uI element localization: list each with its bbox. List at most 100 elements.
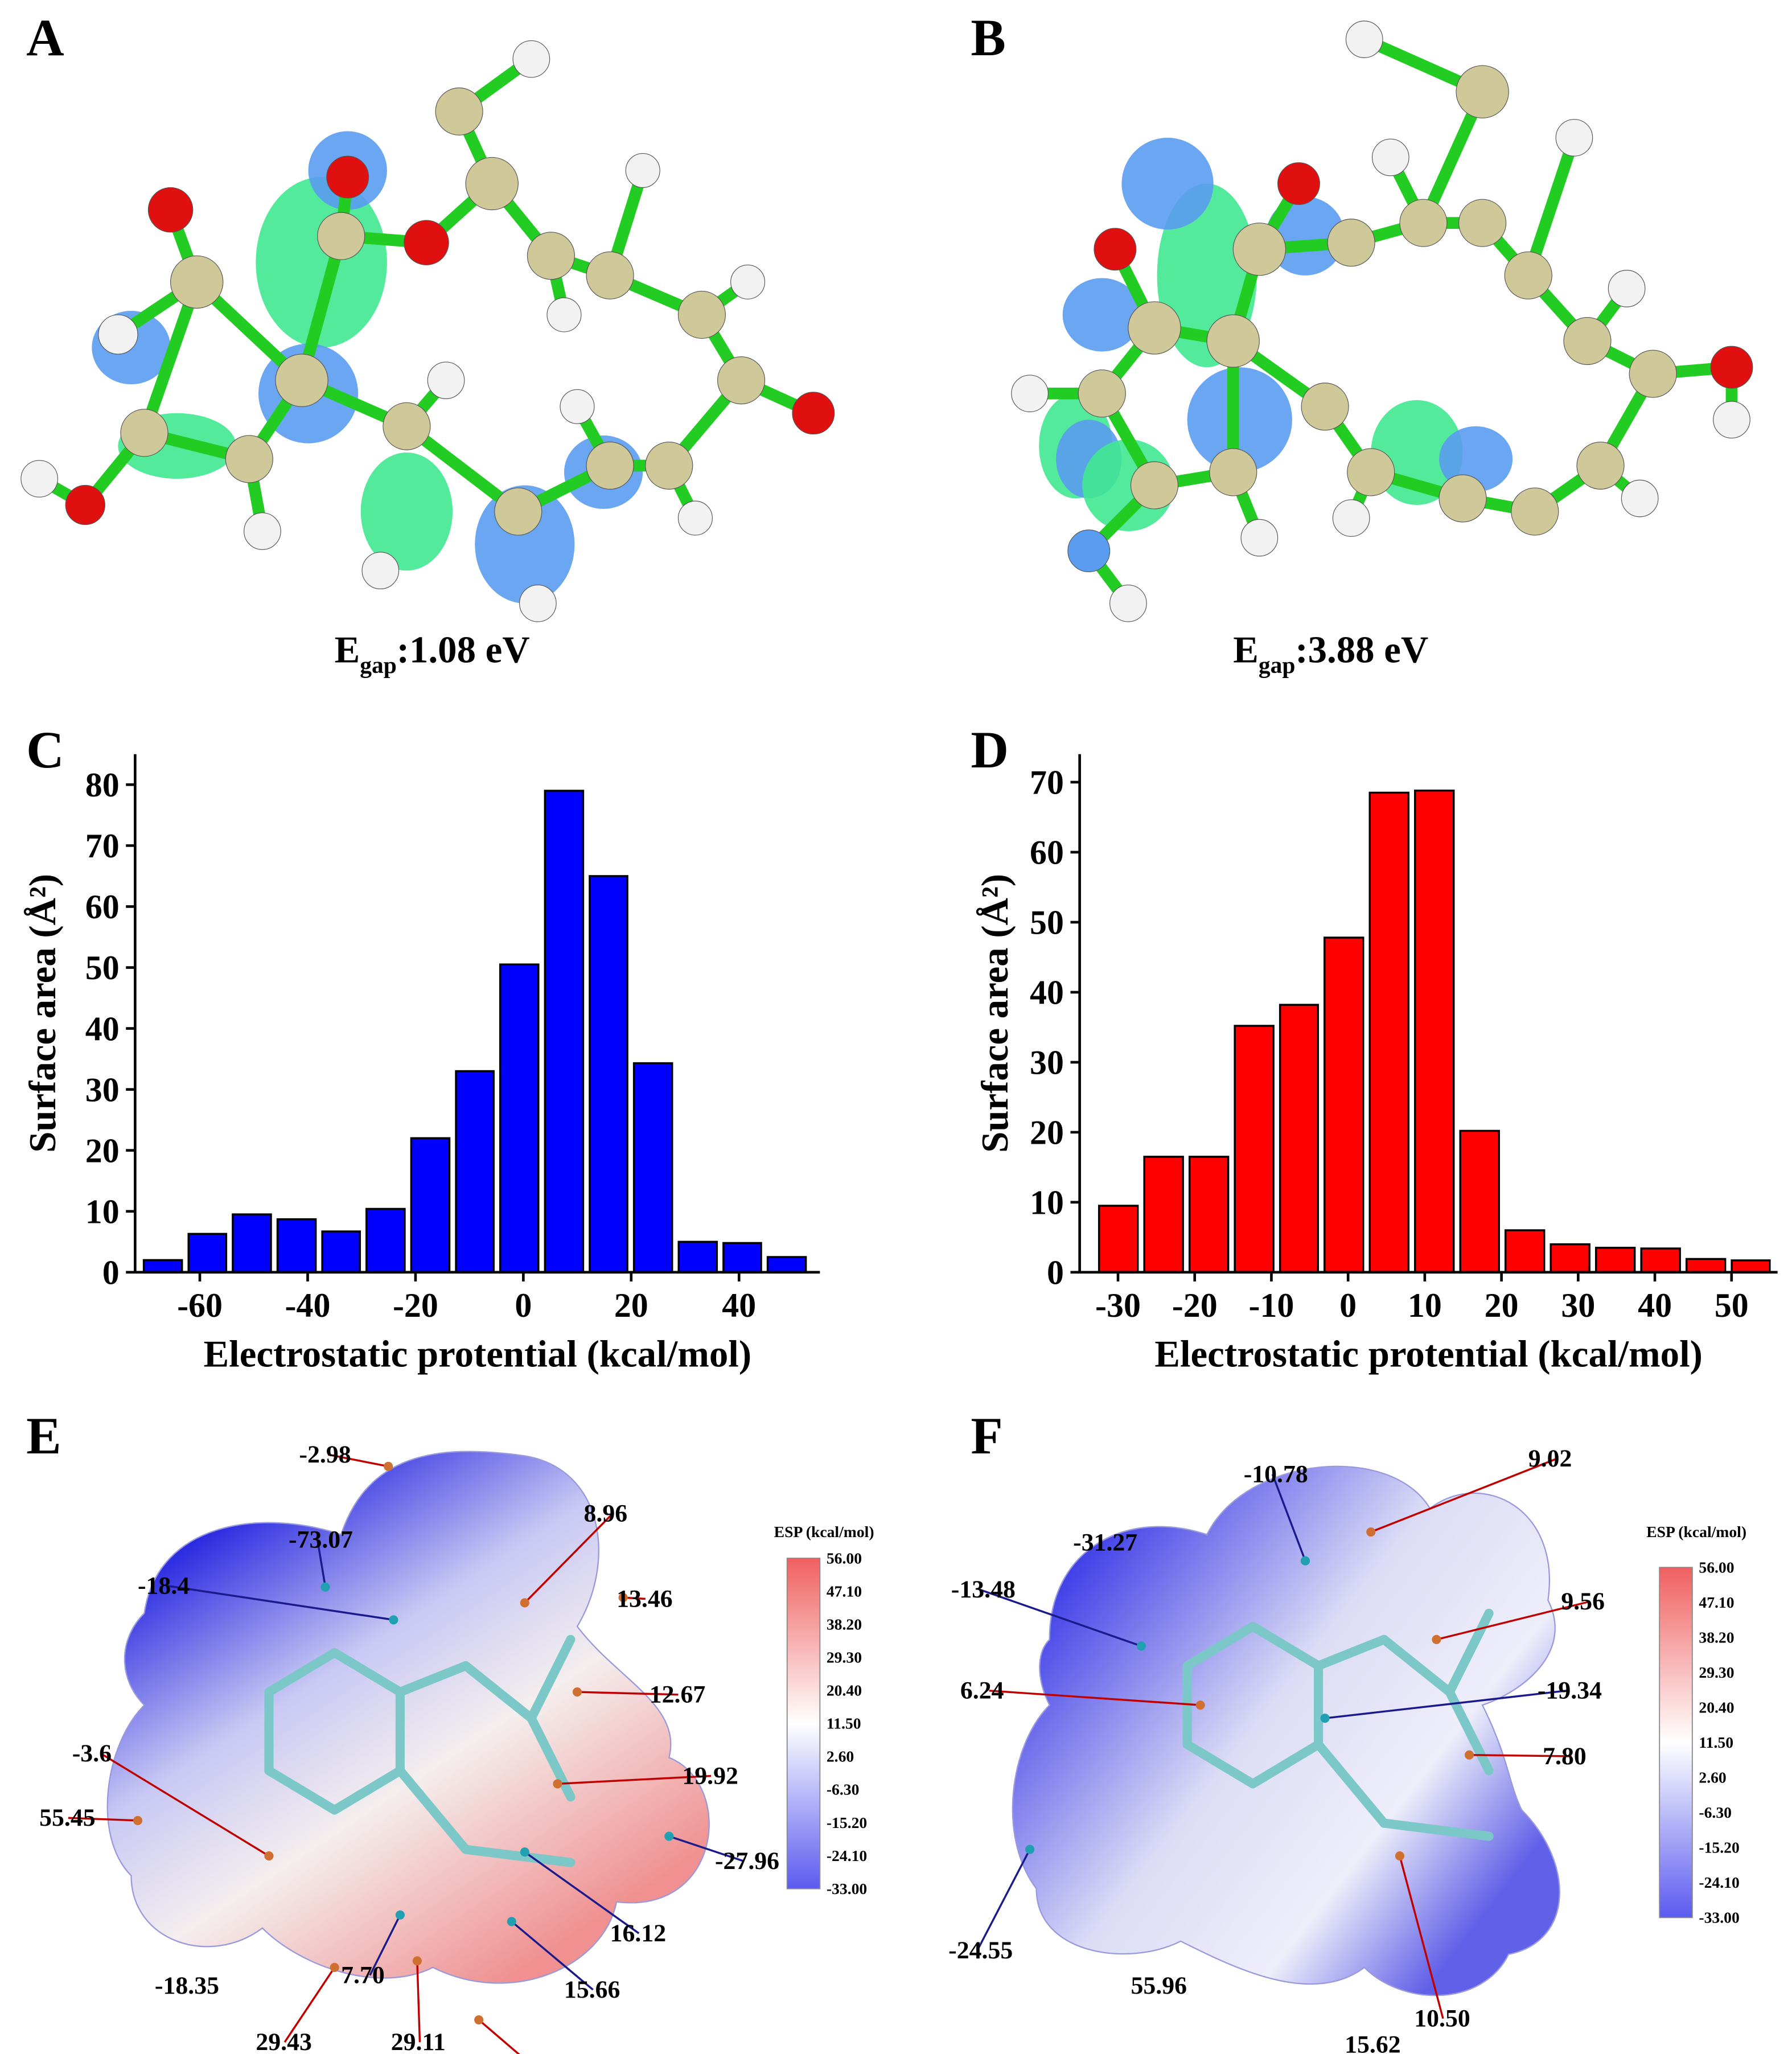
colorbar-tick-label: 47.10 [827, 1582, 862, 1600]
atom [1576, 441, 1625, 490]
panel-label: B [971, 9, 1005, 67]
atom [519, 584, 557, 622]
orbital-lobe [1121, 137, 1214, 230]
orbital-lobe [1187, 367, 1292, 473]
panel-label: C [26, 721, 64, 779]
histogram-bar [1594, 1247, 1636, 1274]
atom [1456, 65, 1509, 118]
histogram-bar [276, 1218, 317, 1274]
atom [120, 409, 168, 457]
y-tick-label: 0 [102, 1254, 120, 1292]
surface-point [520, 1847, 529, 1857]
atom [645, 441, 693, 490]
surface-point [1465, 1750, 1474, 1760]
colorbar-tick-label: 38.20 [1699, 1628, 1734, 1646]
atom [147, 187, 194, 233]
esp-annotation: 15.62 [1345, 2031, 1400, 2054]
y-tick-label: 30 [85, 1071, 120, 1108]
y-tick-label: 50 [85, 949, 120, 987]
atom [730, 264, 766, 299]
colorbar-tick-label: 38.20 [827, 1615, 862, 1633]
molecule-bond [461, 1845, 576, 1867]
atom [1511, 487, 1559, 536]
surface-point [1136, 1641, 1146, 1651]
x-tick-label: -10 [1249, 1287, 1294, 1324]
annotation-arrow [668, 1835, 745, 1862]
molecule-bond [1182, 1621, 1257, 1671]
atom [1206, 314, 1260, 368]
esp-annotation: 29.43 [256, 2028, 311, 2054]
egap-main: E [335, 629, 360, 671]
esp-surface [106, 1451, 710, 1984]
atom [404, 220, 449, 265]
x-tick-label: 50 [1715, 1287, 1749, 1324]
colorbar-tick-label: 47.10 [1699, 1593, 1734, 1611]
atom [1458, 199, 1507, 247]
x-tick-label: -20 [1172, 1287, 1218, 1324]
atom [1555, 119, 1593, 157]
atom [317, 212, 365, 260]
y-axis-label: Surface area (Å²) [22, 874, 64, 1153]
molecule-bond [527, 1634, 576, 1723]
x-tick-label: 0 [1339, 1287, 1357, 1324]
histogram-bar [1414, 789, 1455, 1274]
molecule-bond [1182, 1740, 1257, 1789]
histogram-bar [142, 1259, 183, 1274]
esp-annotation: -19.34 [1538, 1677, 1602, 1704]
surface-point [1300, 1556, 1310, 1566]
x-tick-label: -60 [177, 1287, 223, 1324]
atom [1629, 350, 1677, 398]
atom [361, 552, 400, 590]
atom [546, 297, 582, 332]
esp-annotation: 29.85 [505, 2053, 561, 2054]
atom [1109, 584, 1147, 622]
esp-annotation: -27.96 [715, 1847, 779, 1875]
surface-point [507, 1917, 516, 1926]
atom [586, 251, 634, 299]
atom [1563, 317, 1612, 365]
colorbar-tick-label: 56.00 [827, 1549, 862, 1567]
egap-sub: gap [360, 652, 397, 678]
egap-label: Egap:3.88 eV [1233, 629, 1428, 678]
esp-annotation: 29.11 [391, 2028, 446, 2054]
colorbar-tick-label: 29.30 [827, 1649, 862, 1666]
colorbar-tick-label: 20.40 [1699, 1699, 1734, 1716]
y-axis-label: Surface area (Å²) [974, 874, 1016, 1153]
atom [1504, 251, 1552, 299]
histogram-bar [1731, 1259, 1771, 1274]
atom [326, 155, 369, 199]
atom [244, 512, 281, 550]
annotation-arrow [1271, 1474, 1306, 1562]
atom [1608, 270, 1646, 307]
surface-point [1195, 1700, 1205, 1710]
molecule-bond [395, 1661, 471, 1697]
surface-point [474, 2015, 484, 2025]
colorbar-tick-label: -15.20 [827, 1814, 867, 1831]
molecule-bond [1248, 1621, 1324, 1671]
esp-annotation: 8.96 [584, 1500, 628, 1527]
panel-label: F [971, 1407, 1002, 1465]
atom [1371, 138, 1409, 176]
atom [494, 487, 542, 536]
esp-annotation: -31.27 [1073, 1529, 1137, 1556]
colorbar-tick-label: 11.50 [827, 1715, 861, 1732]
annotation-arrow [416, 1961, 421, 2043]
esp-annotation: 55.45 [39, 1804, 95, 1831]
colorbar-tick-label: -33.00 [1699, 1909, 1739, 1926]
colorbar-tick-label: -6.30 [1699, 1804, 1732, 1821]
annotation-arrow [68, 1817, 138, 1822]
histogram-bar [499, 963, 540, 1274]
atom [1327, 219, 1375, 267]
annotation-arrow [166, 1584, 394, 1621]
histogram-bar [677, 1240, 718, 1274]
annotation-arrow [1399, 1855, 1444, 2019]
esp-annotation: 10.50 [1414, 2005, 1470, 2032]
atom [792, 392, 835, 435]
atom [1277, 162, 1320, 205]
y-tick-label: 20 [85, 1132, 120, 1169]
histogram-bar [766, 1256, 807, 1274]
annotation-arrow [524, 1851, 640, 1934]
atom [1240, 519, 1279, 557]
molecule-bond [264, 1766, 339, 1815]
surface-point [395, 1910, 405, 1920]
